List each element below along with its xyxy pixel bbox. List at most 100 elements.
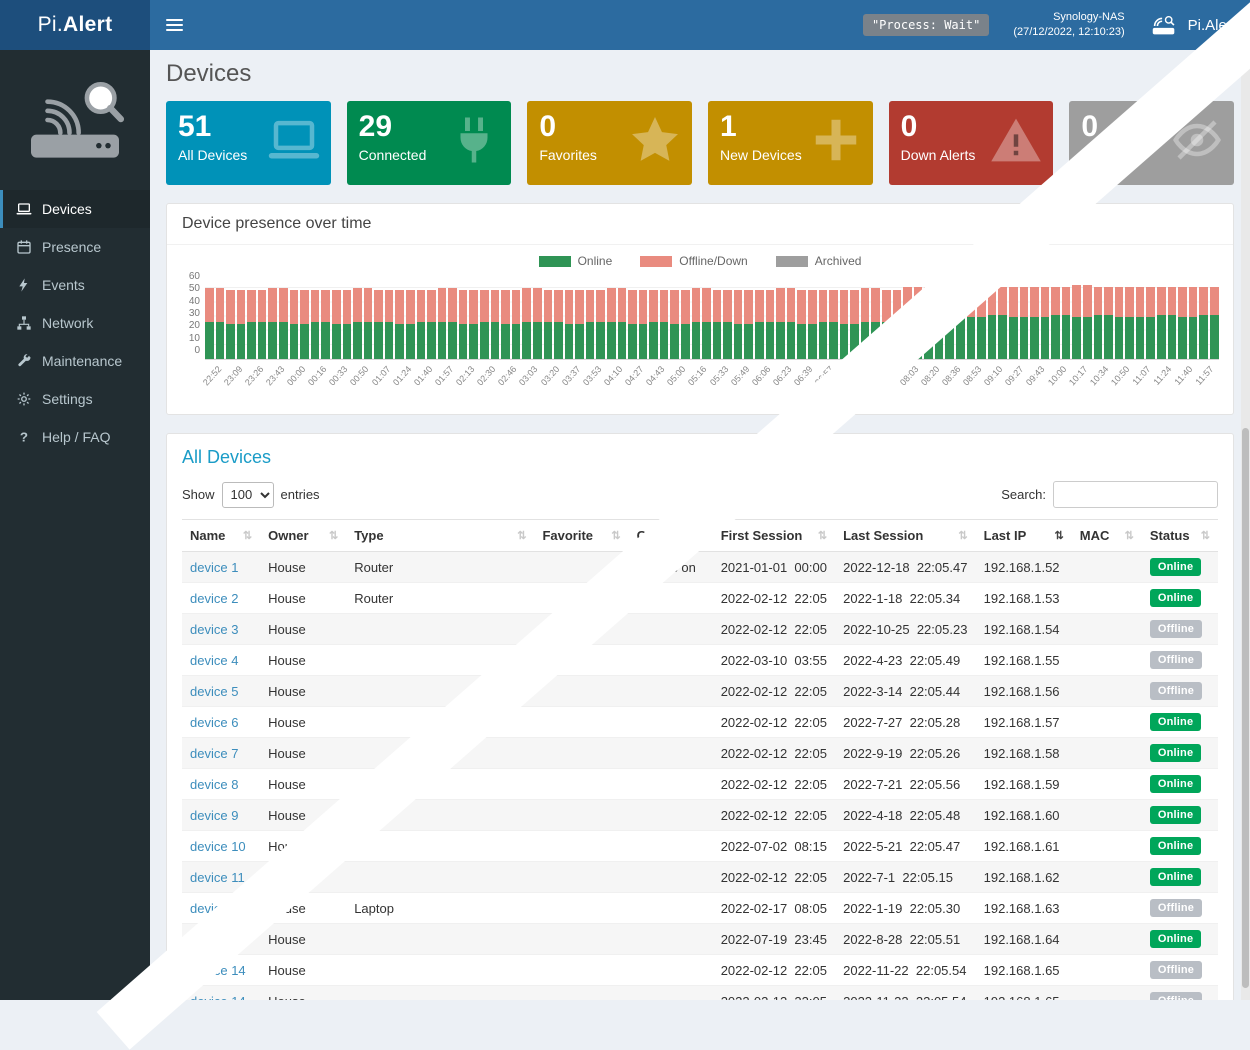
bar-segment [226,323,235,359]
sidebar-item-events[interactable]: Events [0,266,150,304]
bar-segment [818,322,828,359]
bar-segment [279,288,288,323]
cell-group [628,582,713,614]
column-header-last-ip[interactable]: Last IP ⇅ [975,519,1072,552]
x-tick-label: 05:33 [707,364,730,388]
bar-segment [998,315,1007,359]
chart-bar [1040,286,1050,359]
summary-card-archived[interactable]: 0 Archived [1069,101,1234,185]
x-tick-label: 08:36 [939,364,963,388]
legend-item-online[interactable]: Online [538,254,612,268]
cell-type [346,706,535,738]
chart-bar [554,289,563,359]
devices-table: Name ⇅ Owner ⇅ Type ⇅ Favorite ⇅ Group ⇅ First Ses… [182,519,1218,1000]
brand-logo[interactable]: Pi. Alert [0,0,150,50]
bar-segment [532,322,542,359]
bar-segment [585,322,595,359]
calendar-icon [16,239,32,255]
column-header-last-session[interactable]: Last Session ⇅ [835,519,976,552]
sidebar-item-help-faq[interactable]: ? Help / FAQ [0,418,150,456]
cell-favorite [534,551,629,583]
device-link[interactable]: device 4 [190,652,239,668]
brand-text-bold: Alert [63,13,113,36]
cell-type [346,768,535,800]
device-link[interactable]: device 7 [190,745,239,761]
pialert-logo-graphic [0,50,150,182]
chart-bar [236,289,246,359]
bar-segment [257,289,267,323]
legend-swatch [640,255,673,267]
device-link[interactable]: device 10 [190,838,246,854]
sort-icon: ⇅ [1124,530,1134,542]
x-tick-label: 01:40 [411,364,435,388]
sort-icon: ⇅ [817,530,828,542]
bar-segment [331,289,341,324]
scrollbar-thumb[interactable] [1242,428,1249,988]
column-header-type[interactable]: Type ⇅ [346,519,535,552]
sidebar-item-label: Settings [42,391,93,407]
summary-card-favorites[interactable]: 0 Favorites [527,101,692,185]
column-header-favorite[interactable]: Favorite ⇅ [534,519,629,552]
summary-card-all-devices[interactable]: 51 All Devices [166,101,331,185]
cell-last_ip: 192.168.1.62 [975,861,1072,893]
device-link[interactable]: device 11 [190,869,245,885]
entries-select[interactable]: 100 [221,481,274,508]
sidebar-item-label: Events [42,277,85,293]
bar-segment [744,289,754,324]
device-link[interactable]: device 14 [190,994,246,1001]
sidebar-item-devices[interactable]: Devices [0,190,150,228]
cell-favorite [534,768,629,800]
cell-first_session: 2022-07-02 08:15 [712,830,836,862]
all-devices-panel: All Devices Show 100 entries Search: Nam… [166,433,1234,1000]
cell-first_session: 2021-01-01 00:00 [712,551,836,583]
chart-bar [564,289,574,359]
cell-first_session: 2022-02-12 22:05 [712,985,836,1000]
cell-status: Online [1141,737,1218,769]
topbar-brand-label: Pi.Alert [1187,16,1236,34]
legend-item-offline-down[interactable]: Offline/Down [640,254,748,268]
bar-segment [1209,286,1219,316]
device-link[interactable]: device 6 [190,714,239,730]
device-link[interactable]: device 2 [190,590,239,606]
chart-bar [882,289,891,359]
bar-segment [638,323,648,359]
column-header-first-session[interactable]: First Session ⇅ [712,519,836,552]
column-header-status[interactable]: Status ⇅ [1141,519,1218,552]
legend-item-archived[interactable]: Archived [775,254,861,268]
bar-segment [934,286,944,318]
sidebar-item-network[interactable]: Network [0,304,150,342]
vertical-scrollbar[interactable] [1241,50,1250,1000]
hamburger-menu-icon[interactable] [150,0,198,50]
device-link[interactable]: device 1 [190,559,239,575]
x-tick-label: 08:20 [918,364,942,388]
bar-segment [892,322,902,359]
device-link[interactable]: device 9 [190,807,239,823]
device-link[interactable]: device 8 [190,776,239,792]
column-header-group[interactable]: Group ⇅ [628,519,713,552]
device-link[interactable]: device 3 [190,621,239,637]
summary-card-connected[interactable]: 29 Connected [346,101,512,185]
column-header-owner[interactable]: Owner ⇅ [260,519,347,552]
sidebar-item-presence[interactable]: Presence [0,228,150,266]
summary-card-new-devices[interactable]: 1 New Devices [708,101,873,185]
device-link[interactable]: device 12 [190,900,246,916]
device-link[interactable]: device 5 [190,683,239,699]
device-link[interactable]: device 14 [190,962,246,978]
sidebar-item-maintenance[interactable]: Maintenance [0,342,150,380]
chart-bar [733,289,743,359]
sidebar-item-settings[interactable]: Settings [0,380,150,418]
bar-segment [765,322,775,359]
chart-bar [1093,286,1103,359]
table-row: device 8 House 2022-02-12 22:05 2022-7-21 2… [182,768,1218,800]
summary-card-down-alerts[interactable]: 0 Down Alerts [888,101,1054,185]
topbar-pialert-brand[interactable]: Pi.Alert [1149,13,1236,37]
legend-swatch [538,255,571,267]
device-link[interactable]: device 13 [190,931,246,947]
cell-first_session: 2022-02-12 22:05 [712,861,836,893]
column-header-name[interactable]: Name ⇅ [182,519,261,552]
search-input[interactable] [1053,481,1218,508]
bar-segment [363,322,373,359]
column-header-mac[interactable]: MAC ⇅ [1071,519,1142,552]
bar-segment [860,288,870,323]
cell-group: Always on [628,551,713,583]
